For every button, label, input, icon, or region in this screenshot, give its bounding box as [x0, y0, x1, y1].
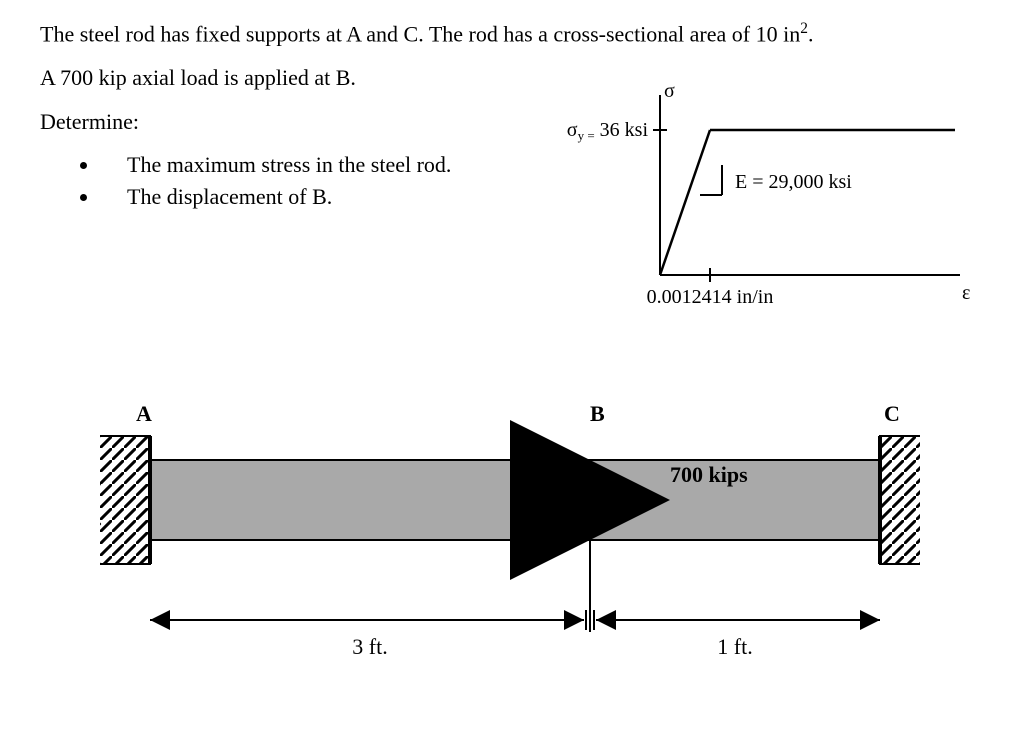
bullet-dot-icon [80, 162, 87, 169]
line1-exp: 2 [800, 20, 808, 37]
svg-text:0.0012414 in/in: 0.0012414 in/in [647, 286, 774, 308]
svg-text:A: A [136, 401, 152, 426]
svg-text:ε: ε [962, 282, 970, 304]
bullet-text: The maximum stress in the steel rod. [127, 149, 451, 181]
svg-text:σ: σ [664, 85, 675, 102]
stress-strain-graph: σ σy = 36 ksi E = 29,000 ksi 0.0012414 in/i… [560, 85, 980, 325]
svg-text:C: C [884, 401, 900, 426]
svg-text:E = 29,000 ksi: E = 29,000 ksi [735, 171, 852, 193]
svg-text:B: B [590, 401, 605, 426]
svg-text:700 kips: 700 kips [670, 462, 748, 487]
rod-diagram: A B C 700 kips 3 ft. 1 ft. [100, 400, 920, 700]
svg-text:1 ft.: 1 ft. [717, 634, 752, 659]
line1-post: . [808, 21, 814, 46]
bullet-text: The displacement of B. [127, 181, 332, 213]
svg-text:σy = 36 ksi: σy = 36 ksi [567, 119, 649, 143]
bullet-dot-icon [80, 194, 87, 201]
problem-line1: The steel rod has fixed supports at A an… [40, 20, 984, 47]
svg-text:3 ft.: 3 ft. [352, 634, 387, 659]
line1-pre: The steel rod has fixed supports at A an… [40, 21, 800, 46]
